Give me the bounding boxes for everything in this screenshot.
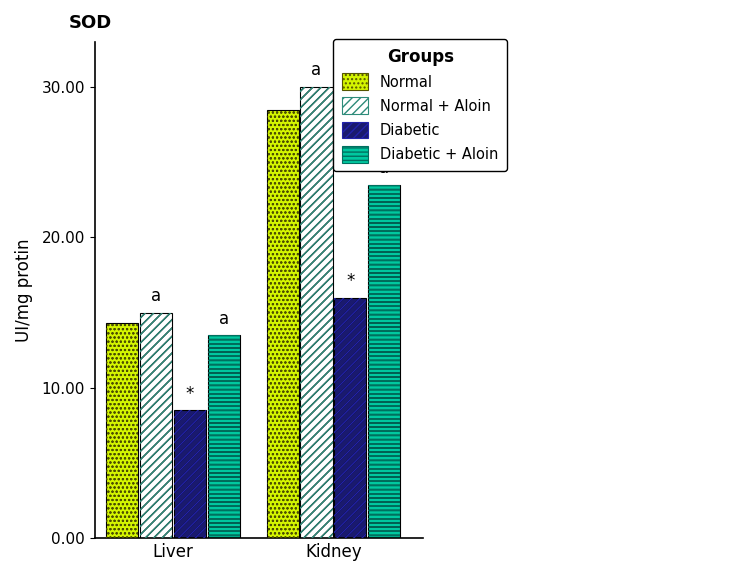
Text: a: a bbox=[151, 287, 161, 305]
Bar bbox=[266, 109, 299, 538]
Bar bbox=[300, 87, 333, 538]
Bar bbox=[208, 335, 240, 538]
Text: a: a bbox=[379, 159, 389, 177]
Text: SOD: SOD bbox=[69, 14, 111, 32]
Bar bbox=[266, 109, 299, 538]
Bar bbox=[140, 313, 172, 538]
Text: *: * bbox=[186, 385, 194, 403]
Bar bbox=[300, 87, 333, 538]
Bar bbox=[140, 313, 172, 538]
Bar bbox=[368, 185, 400, 538]
Text: a: a bbox=[311, 62, 322, 79]
Bar bbox=[174, 410, 206, 538]
Bar bbox=[174, 410, 206, 538]
Bar bbox=[106, 323, 138, 538]
Bar bbox=[106, 323, 138, 538]
Bar bbox=[208, 335, 240, 538]
Bar bbox=[334, 298, 366, 538]
Text: a: a bbox=[218, 310, 229, 328]
Y-axis label: UI/mg protin: UI/mg protin bbox=[15, 238, 33, 342]
Text: *: * bbox=[346, 272, 354, 290]
Legend: Normal, Normal + Aloin, Diabetic, Diabetic + Aloin: Normal, Normal + Aloin, Diabetic, Diabet… bbox=[334, 39, 507, 171]
Bar bbox=[368, 185, 400, 538]
Bar bbox=[334, 298, 366, 538]
